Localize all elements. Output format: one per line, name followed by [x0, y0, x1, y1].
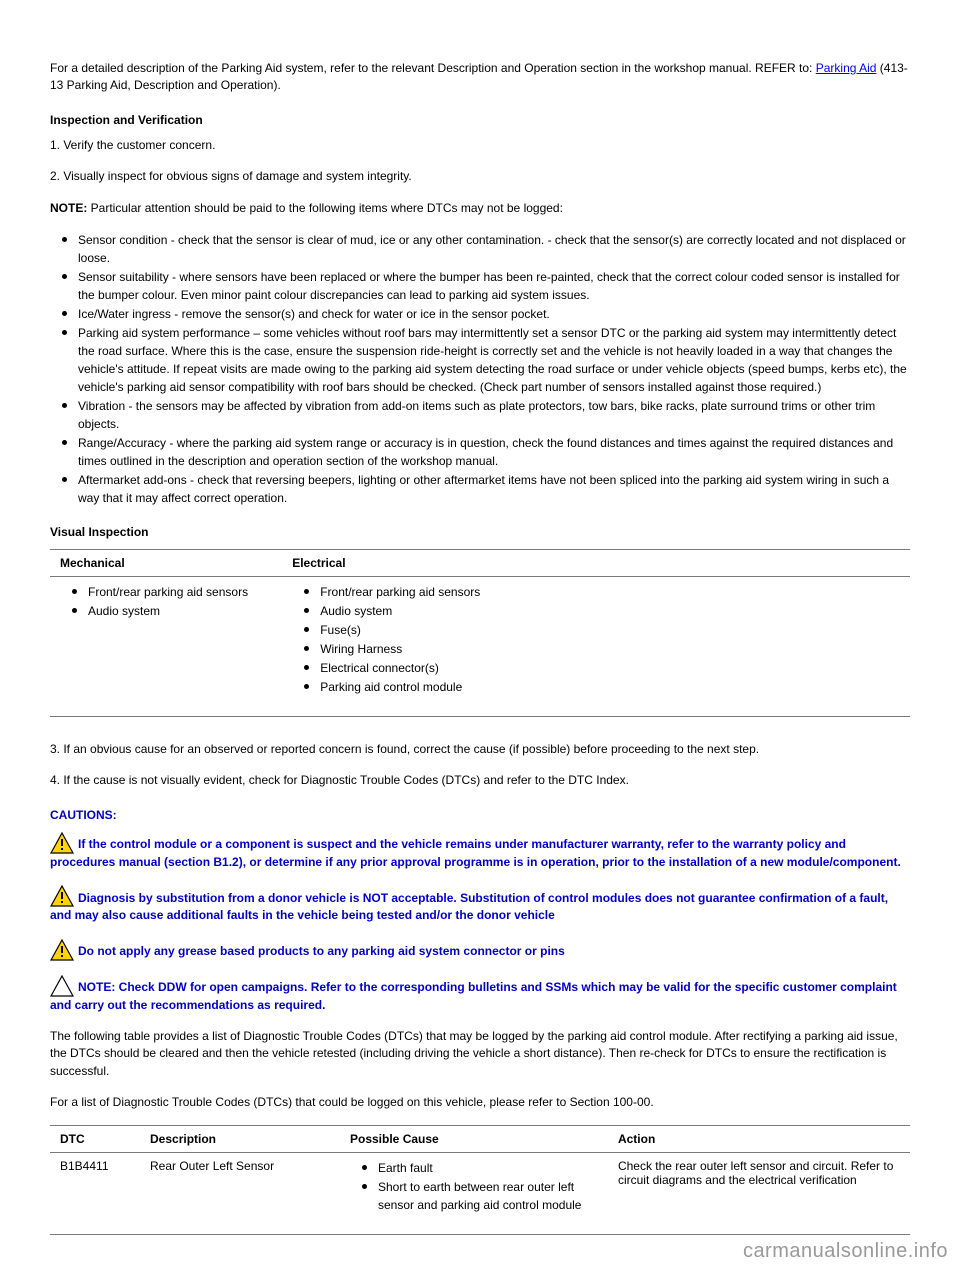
- step-4: 4. If the cause is not visually evident,…: [50, 772, 910, 789]
- dtc-description: Rear Outer Left Sensor: [140, 1153, 340, 1235]
- table-row: Front/rear parking aid sensors Audio sys…: [50, 576, 910, 716]
- caution-text-2: Diagnosis by substitution from a donor v…: [50, 891, 888, 922]
- col-mechanical: Mechanical: [50, 549, 282, 576]
- bullet-item: Ice/Water ingress - remove the sensor(s)…: [50, 305, 910, 323]
- warning-icon: [50, 939, 74, 961]
- cell-item: Front/rear parking aid sensors: [292, 583, 900, 601]
- caution-text-3: Do not apply any grease based products t…: [78, 944, 565, 958]
- inspection-note: NOTE: Particular attention should be pai…: [50, 200, 910, 217]
- col-description: Description: [140, 1126, 340, 1153]
- dtc-row: B1B4411 Rear Outer Left Sensor Earth fau…: [50, 1153, 910, 1235]
- bullet-item: Sensor suitability - where sensors have …: [50, 268, 910, 304]
- caution-note-text: NOTE: Check DDW for open campaigns. Refe…: [50, 980, 897, 1011]
- bullet-item: Parking aid system performance – some ve…: [50, 324, 910, 396]
- cause-item: Short to earth between rear outer left s…: [350, 1178, 598, 1214]
- col-cause: Possible Cause: [340, 1126, 608, 1153]
- dtc-code: B1B4411: [50, 1153, 140, 1235]
- dtc-action: Check the rear outer left sensor and cir…: [608, 1153, 910, 1235]
- cell-item: Parking aid control module: [292, 678, 900, 696]
- step-2: 2. Visually inspect for obvious signs of…: [50, 168, 910, 185]
- step-1: 1. Verify the customer concern.: [50, 137, 910, 154]
- dtc-intro: The following table provides a list of D…: [50, 1028, 910, 1080]
- watermark: carmanualsonline.info: [743, 1240, 948, 1263]
- step-3: 3. If an obvious cause for an observed o…: [50, 741, 910, 758]
- bullet-item: Aftermarket add-ons - check that reversi…: [50, 471, 910, 507]
- caution-3: Do not apply any grease based products t…: [50, 939, 910, 961]
- warning-icon: [50, 832, 74, 854]
- caution-note: NOTE: Check DDW for open campaigns. Refe…: [50, 975, 910, 1014]
- bullet-item: Vibration - the sensors may be affected …: [50, 397, 910, 433]
- bullet-item: Sensor condition - check that the sensor…: [50, 231, 910, 267]
- dtc-causes: Earth fault Short to earth between rear …: [340, 1153, 608, 1235]
- col-dtc: DTC: [50, 1126, 140, 1153]
- cell-item: Fuse(s): [292, 621, 900, 639]
- bullet-item: Range/Accuracy - where the parking aid s…: [50, 434, 910, 470]
- cautions-label: CAUTIONS:: [50, 808, 910, 822]
- inspection-bullet-list: Sensor condition - check that the sensor…: [50, 231, 910, 507]
- caution-2: Diagnosis by substitution from a donor v…: [50, 885, 910, 924]
- visual-inspection-title: Visual Inspection: [50, 525, 910, 539]
- parking-aid-link[interactable]: Parking Aid: [816, 61, 877, 75]
- cell-electrical: Front/rear parking aid sensors Audio sys…: [282, 576, 910, 716]
- visual-inspection-table: Mechanical Electrical Front/rear parking…: [50, 549, 910, 717]
- cause-item: Earth fault: [350, 1159, 598, 1177]
- cell-item: Front/rear parking aid sensors: [60, 583, 272, 601]
- dtc-table: DTC Description Possible Cause Action B1…: [50, 1125, 910, 1235]
- cell-item: Audio system: [292, 602, 900, 620]
- col-electrical: Electrical: [282, 549, 910, 576]
- intro-paragraph: For a detailed description of the Parkin…: [50, 60, 910, 95]
- caution-1: If the control module or a component is …: [50, 832, 910, 871]
- caution-text-1: If the control module or a component is …: [50, 837, 901, 868]
- col-action: Action: [608, 1126, 910, 1153]
- cell-mechanical: Front/rear parking aid sensors Audio sys…: [50, 576, 282, 716]
- intro-text-1: For a detailed description of the Parkin…: [50, 61, 812, 75]
- cell-item: Electrical connector(s): [292, 659, 900, 677]
- cell-item: Wiring Harness: [292, 640, 900, 658]
- note-body: Particular attention should be paid to t…: [87, 201, 563, 215]
- warning-icon: [50, 885, 74, 907]
- cell-item: Audio system: [60, 602, 272, 620]
- inspection-title: Inspection and Verification: [50, 113, 910, 127]
- note-icon: [50, 975, 74, 997]
- note-label: NOTE:: [50, 201, 87, 215]
- dtc-urefer: For a list of Diagnostic Trouble Codes (…: [50, 1094, 910, 1111]
